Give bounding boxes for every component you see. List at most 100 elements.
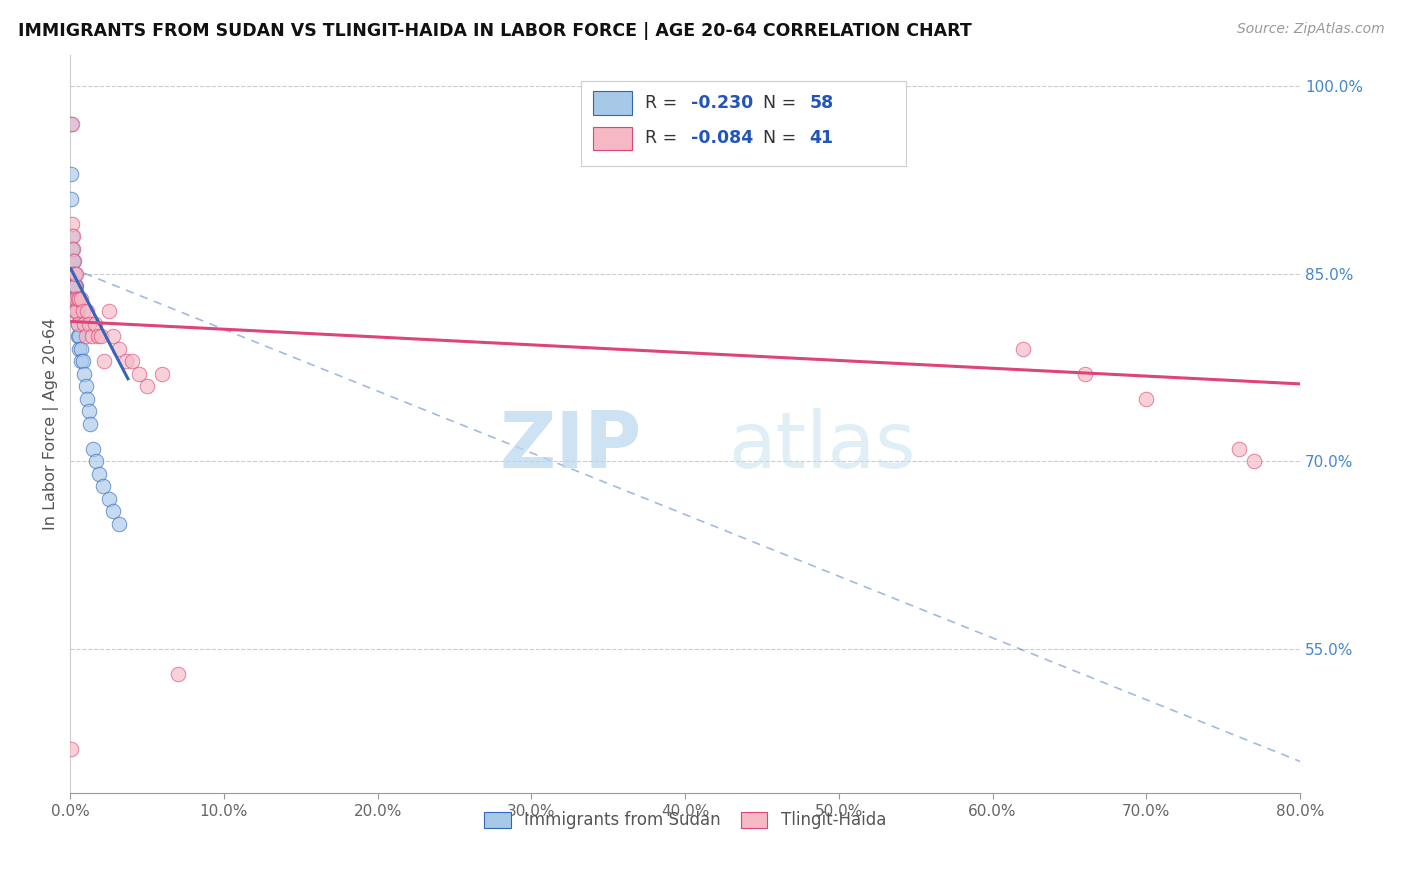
- Point: [60, 229, 83, 244]
- Y-axis label: In Labor Force | Age 20-64: In Labor Force | Age 20-64: [44, 318, 59, 530]
- Point: [91, 479, 114, 493]
- Text: IMMIGRANTS FROM SUDAN VS TLINGIT-HAIDA IN LABOR FORCE | AGE 20-64 CORRELATION CH: IMMIGRANTS FROM SUDAN VS TLINGIT-HAIDA I…: [18, 22, 972, 40]
- Point: [70, 342, 93, 356]
- Point: [62, 267, 84, 281]
- Point: [63, 292, 86, 306]
- Point: [63, 279, 86, 293]
- Point: [62, 267, 84, 281]
- Point: [63, 267, 86, 281]
- Point: [63, 279, 86, 293]
- Point: [59, 167, 82, 181]
- Text: 58: 58: [810, 94, 834, 112]
- Point: [63, 279, 86, 293]
- Point: [77, 404, 100, 418]
- Point: [63, 279, 86, 293]
- Point: [60, 217, 83, 231]
- Point: [65, 292, 87, 306]
- Point: [60, 192, 83, 206]
- Point: [63, 279, 86, 293]
- Point: [63, 267, 86, 281]
- Point: [166, 666, 188, 681]
- Point: [73, 367, 96, 381]
- Point: [62, 267, 84, 281]
- Point: [114, 354, 136, 368]
- Point: [93, 354, 115, 368]
- Point: [62, 254, 84, 268]
- Point: [62, 279, 84, 293]
- Point: [60, 117, 83, 131]
- Text: 41: 41: [810, 129, 834, 147]
- Point: [87, 329, 110, 343]
- Point: [63, 254, 86, 268]
- Point: [75, 379, 97, 393]
- FancyBboxPatch shape: [593, 91, 633, 115]
- Point: [66, 304, 89, 318]
- Point: [1012, 342, 1035, 356]
- Text: N =: N =: [762, 94, 801, 112]
- Point: [1074, 367, 1097, 381]
- Text: R =: R =: [644, 129, 682, 147]
- Point: [1227, 442, 1250, 456]
- Text: -0.230: -0.230: [692, 94, 754, 112]
- Point: [65, 304, 87, 318]
- Point: [97, 304, 120, 318]
- Point: [66, 329, 89, 343]
- Legend: Immigrants from Sudan, Tlingit-Haida: Immigrants from Sudan, Tlingit-Haida: [478, 805, 893, 836]
- Text: -0.084: -0.084: [692, 129, 754, 147]
- Point: [66, 304, 89, 318]
- Point: [70, 354, 93, 368]
- FancyBboxPatch shape: [581, 81, 907, 166]
- Point: [62, 267, 84, 281]
- Point: [63, 267, 86, 281]
- Point: [63, 292, 86, 306]
- Point: [62, 254, 84, 268]
- Point: [76, 392, 98, 406]
- Text: atlas: atlas: [728, 408, 915, 484]
- Point: [66, 317, 89, 331]
- Point: [97, 491, 120, 506]
- Point: [62, 229, 84, 244]
- Point: [65, 279, 87, 293]
- Point: [76, 304, 98, 318]
- Point: [62, 279, 84, 293]
- Point: [65, 292, 87, 306]
- Point: [60, 242, 83, 256]
- Point: [62, 267, 84, 281]
- Point: [59, 117, 82, 131]
- Point: [59, 742, 82, 756]
- Point: [89, 467, 111, 481]
- Point: [72, 304, 94, 318]
- Point: [62, 267, 84, 281]
- Point: [63, 304, 86, 318]
- Point: [79, 417, 101, 431]
- Point: [69, 292, 91, 306]
- Point: [82, 442, 104, 456]
- Text: R =: R =: [644, 94, 682, 112]
- Point: [62, 242, 84, 256]
- Point: [65, 267, 87, 281]
- Point: [62, 292, 84, 306]
- Point: [62, 254, 84, 268]
- Point: [152, 367, 174, 381]
- Text: ZIP: ZIP: [499, 408, 643, 484]
- Point: [65, 292, 87, 306]
- Point: [90, 329, 112, 343]
- Point: [66, 317, 89, 331]
- Point: [69, 329, 91, 343]
- Point: [70, 292, 93, 306]
- Point: [103, 329, 125, 343]
- Point: [65, 292, 87, 306]
- Point: [80, 329, 103, 343]
- Point: [62, 267, 84, 281]
- Point: [108, 516, 131, 531]
- Point: [73, 317, 96, 331]
- Text: N =: N =: [762, 129, 801, 147]
- Point: [63, 267, 86, 281]
- Point: [108, 342, 131, 356]
- Point: [66, 292, 89, 306]
- Point: [65, 304, 87, 318]
- FancyBboxPatch shape: [593, 127, 633, 150]
- Point: [83, 317, 105, 331]
- Point: [63, 267, 86, 281]
- Point: [72, 354, 94, 368]
